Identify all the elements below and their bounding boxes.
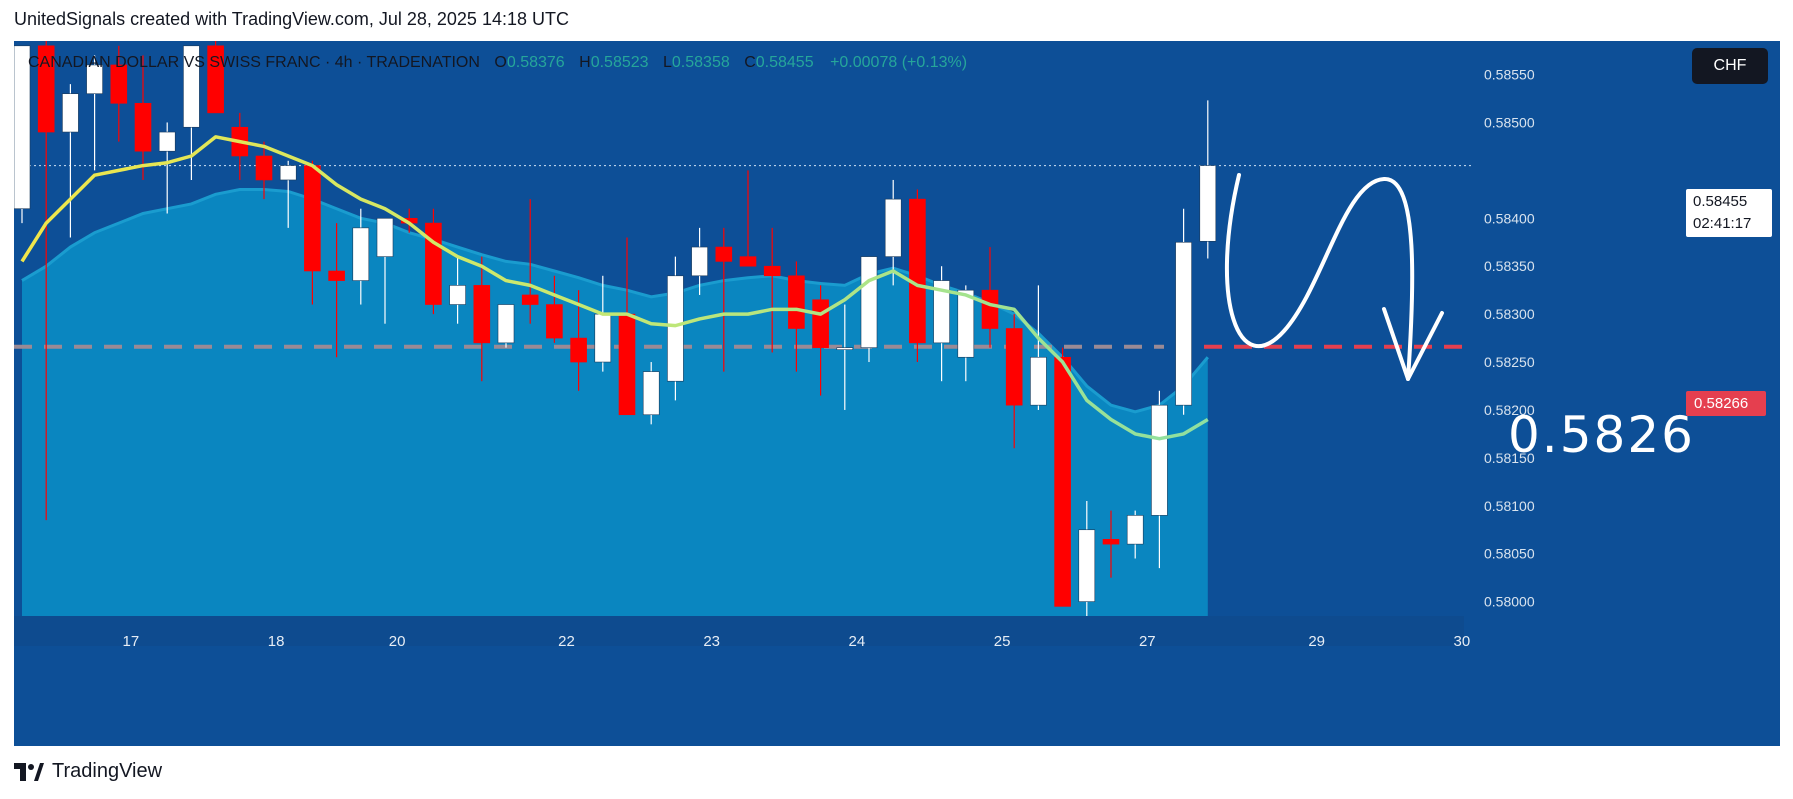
candle-body — [1199, 165, 1217, 242]
low-value: 0.58358 — [671, 54, 730, 71]
candle-body — [207, 45, 224, 114]
candle-body — [449, 285, 466, 305]
candle-body — [62, 93, 79, 133]
candle-body — [667, 275, 684, 382]
candle-body — [812, 299, 829, 348]
candle-body — [618, 313, 636, 416]
open-key: O — [494, 54, 507, 71]
candle-body — [1005, 328, 1023, 406]
candle-body — [860, 256, 878, 348]
ema-slow-line — [21, 188, 1209, 414]
candle-body — [304, 165, 321, 272]
candle-body — [134, 102, 152, 152]
price-axis-tick: 0.58400 — [1484, 210, 1535, 226]
candle-body — [37, 45, 55, 133]
chart-area[interactable]: 0.58550 0.58500 0.58400 0.58350 0.58300 0.582… — [14, 41, 1780, 746]
change-value: +0.00078 (+0.13%) — [830, 54, 968, 71]
candle-body — [788, 275, 805, 329]
candle-body — [86, 64, 103, 95]
price-axis-tick: 0.58350 — [1484, 258, 1535, 274]
price-axis-tick: 0.58300 — [1484, 306, 1535, 322]
candle-body — [14, 45, 31, 210]
candle-body — [473, 285, 491, 344]
candle-body — [158, 131, 176, 152]
time-axis-tick: 25 — [994, 633, 1011, 650]
high-key: H — [579, 54, 591, 71]
candle-body — [1151, 404, 1168, 516]
time-axis-tick: 18 — [268, 633, 285, 650]
candle-body — [1102, 539, 1120, 545]
candle-body — [1175, 241, 1192, 406]
candle-body — [981, 289, 999, 329]
candle-body — [279, 165, 297, 181]
last-price-value: 0.58455 — [1693, 193, 1748, 210]
candle-body — [909, 198, 926, 344]
candle-body — [691, 246, 708, 277]
candle-body — [642, 371, 660, 416]
high-value: 0.58523 — [590, 54, 649, 71]
price-axis-tick: 0.58200 — [1484, 402, 1535, 418]
bar-countdown: 02:41:17 — [1693, 215, 1752, 232]
last-price-tag: 0.58455 02:41:17 — [1686, 189, 1772, 237]
candle-body — [255, 155, 273, 181]
candle-body — [570, 337, 587, 363]
ema-fast-line — [20, 135, 1209, 441]
candle-body — [884, 198, 902, 257]
projection-path — [1224, 173, 1415, 381]
open-value: 0.58376 — [506, 54, 565, 71]
candle-body — [1054, 356, 1071, 607]
close-key: C — [744, 54, 756, 71]
candle-body — [546, 304, 563, 339]
footer-brand[interactable]: TradingView — [14, 760, 162, 783]
time-axis-tick: 27 — [1139, 633, 1156, 650]
candle-body — [376, 217, 394, 257]
symbol-title: CANADIAN DOLLAR VS SWISS FRANC · 4h · TR… — [28, 54, 480, 71]
candle-body — [1030, 356, 1047, 406]
level-annotation: 0.5826 — [1508, 406, 1695, 464]
low-key: L — [663, 54, 672, 71]
candle-body — [594, 313, 612, 363]
candle-body — [352, 227, 370, 281]
candle-body — [763, 265, 781, 277]
candle-body — [328, 270, 345, 281]
candle-body — [715, 246, 733, 262]
candle-body — [425, 222, 442, 305]
footer-brand-label: TradingView — [52, 760, 163, 782]
time-axis-band — [14, 616, 1464, 646]
arrow-down-icon — [1382, 307, 1444, 381]
candle-body — [497, 304, 515, 344]
price-axis-tick: 0.58500 — [1484, 114, 1535, 130]
candle-body — [110, 64, 128, 104]
chart-caption: UnitedSignals created with TradingView.c… — [14, 9, 569, 29]
symbol-legend: CANADIAN DOLLAR VS SWISS FRANC · 4h · TR… — [28, 54, 967, 72]
price-axis-tick: 0.58000 — [1484, 594, 1535, 610]
price-axis-tick: 0.58250 — [1484, 354, 1535, 370]
candle-body — [1126, 515, 1144, 545]
price-axis-tick: 0.58150 — [1484, 450, 1535, 466]
tradingview-logo-icon — [14, 762, 44, 781]
candle-body — [521, 294, 539, 305]
time-axis-tick: 20 — [389, 633, 406, 650]
time-axis-tick: 24 — [849, 633, 866, 650]
level-price-tag: 0.58266 — [1686, 391, 1766, 416]
price-axis-tick: 0.58100 — [1484, 498, 1535, 514]
time-axis-tick: 23 — [703, 633, 720, 650]
candle-body — [933, 280, 950, 344]
time-axis-tick: 29 — [1308, 633, 1325, 650]
time-axis-tick: 22 — [558, 633, 575, 650]
price-axis-tick: 0.58550 — [1484, 67, 1535, 83]
currency-button[interactable]: CHF — [1692, 48, 1768, 84]
time-axis-tick: 30 — [1454, 633, 1471, 650]
price-chart[interactable]: 0.58550 0.58500 0.58400 0.58350 0.58300 0.582… — [14, 41, 1780, 746]
candle-body — [957, 289, 975, 358]
candle-body — [836, 347, 854, 350]
candle-body — [739, 256, 757, 267]
price-axis-tick: 0.58050 — [1484, 546, 1535, 562]
candle-body — [1078, 529, 1096, 602]
close-value: 0.58455 — [755, 54, 814, 71]
candle-body — [183, 45, 200, 128]
time-axis-tick: 17 — [123, 633, 140, 650]
